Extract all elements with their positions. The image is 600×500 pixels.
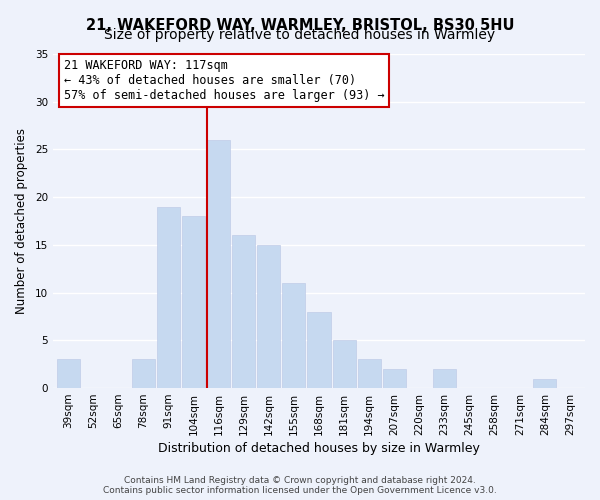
Bar (433, 369, 456, 388)
Bar (533, 378, 556, 388)
Bar (307, 312, 331, 388)
Text: Size of property relative to detached houses in Warmley: Size of property relative to detached ho… (104, 28, 496, 42)
Bar (56, 360, 80, 388)
Text: 21 WAKEFORD WAY: 117sqm
← 43% of detached houses are smaller (70)
57% of semi-de: 21 WAKEFORD WAY: 117sqm ← 43% of detache… (64, 59, 385, 102)
X-axis label: Distribution of detached houses by size in Warmley: Distribution of detached houses by size … (158, 442, 480, 455)
Bar (332, 340, 356, 388)
Text: 21, WAKEFORD WAY, WARMLEY, BRISTOL, BS30 5HU: 21, WAKEFORD WAY, WARMLEY, BRISTOL, BS30… (86, 18, 514, 32)
Bar (358, 360, 381, 388)
Bar (383, 369, 406, 388)
Bar (232, 236, 255, 388)
Text: Contains HM Land Registry data © Crown copyright and database right 2024.
Contai: Contains HM Land Registry data © Crown c… (103, 476, 497, 495)
Bar (132, 360, 155, 388)
Y-axis label: Number of detached properties: Number of detached properties (15, 128, 28, 314)
Bar (283, 283, 305, 388)
Bar (207, 140, 230, 388)
Bar (157, 206, 180, 388)
Bar (257, 245, 280, 388)
Bar (182, 216, 205, 388)
